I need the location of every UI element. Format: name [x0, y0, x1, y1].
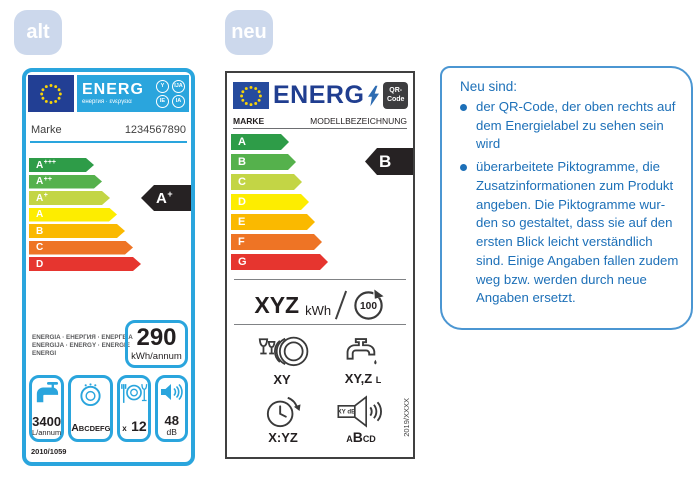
slash-divider — [335, 290, 347, 320]
divider — [30, 141, 187, 143]
lang-circle: IA — [172, 94, 185, 108]
qr-code-box: QR- Code — [383, 82, 408, 109]
annual-consumption-box: 290 kWh/annum — [125, 320, 188, 368]
water-label: XY,Z L — [344, 371, 382, 386]
energ-band: ENERG енергия · ενεργεια Y IJA IE IA — [77, 75, 189, 112]
capacity-label: XY — [273, 372, 291, 387]
energy-consumption-row: XYZ kWh 100 — [227, 287, 413, 323]
energy-class-bar: F — [231, 234, 322, 250]
place-setting-icon — [121, 384, 148, 403]
eu-flag — [233, 82, 269, 109]
old-label-badge: alt — [14, 10, 62, 55]
speaker-db-icon: XY dB — [337, 395, 382, 428]
regulation-number: 2019/XXXX — [402, 398, 411, 437]
bullet-dot — [460, 104, 467, 111]
bullet-text: der QR-Code, der oben rechts auf dem Ene… — [476, 99, 676, 152]
energy-class-bar: A +++ — [29, 158, 94, 172]
old-label-header: ENERG енергия · ενεργεια Y IJA IE IA — [28, 75, 189, 112]
brand-name: MARKE — [233, 116, 265, 126]
capacity-pictogram: XY — [247, 335, 317, 387]
energy-class-bar: C — [29, 241, 133, 255]
brand-row: Marke 1234567890 — [31, 124, 186, 136]
drying-class-box: ABCDEFG — [68, 375, 114, 442]
lang-circle: IJA — [172, 79, 185, 93]
capacity-box: x 12 — [117, 375, 152, 442]
annual-consumption-value: 290 — [136, 324, 177, 351]
language-circles: Y IJA IE IA — [156, 79, 186, 108]
regulation-number: 2010/1059 — [31, 447, 67, 456]
bullet-text: überarbeitete Piktogramme, die Zusatzinf… — [476, 159, 679, 306]
tap-icon — [346, 338, 377, 365]
lightning-icon — [368, 85, 380, 106]
annual-consumption-unit: kWh/annum — [131, 351, 182, 362]
energy-class-scale: A B C D E F G — [231, 134, 328, 274]
energy-class-bar: D — [231, 194, 309, 210]
energy-class-bar: C — [231, 174, 302, 190]
eu-stars-icon — [240, 85, 262, 106]
energy-class-bar: D — [29, 257, 141, 271]
energy-unit: kWh — [305, 303, 332, 318]
tap-icon — [36, 382, 58, 403]
energy-class-bar: A — [231, 134, 289, 150]
model-number: 1234567890 — [124, 124, 186, 136]
per-100-cycles-icon: 100 — [353, 288, 384, 320]
rating-arrow: A + — [141, 185, 191, 211]
energy-class-bar: E — [231, 214, 315, 230]
divider — [233, 128, 407, 129]
energ-wordmark: ENERG — [82, 81, 144, 98]
info-box: Neu sind: der QR-Code, der oben rechts a… — [440, 66, 693, 330]
svg-text:XY dB: XY dB — [338, 409, 357, 416]
energy-class-bar: G — [231, 254, 328, 270]
energy-class-bar: A — [29, 208, 117, 222]
energy-class-bar: A + — [29, 191, 110, 205]
eu-flag — [28, 75, 74, 112]
energy-class-bar: B — [29, 224, 125, 238]
new-energy-label: ENERG QR- Code MARKE MODELLBEZEICHNUNG A… — [225, 71, 415, 459]
energ-wordmark: ENERG — [273, 81, 365, 109]
old-energy-label: ENERG енергия · ενεργεια Y IJA IE IA Mar… — [22, 68, 195, 466]
lang-circle: Y — [156, 79, 169, 93]
bullet-dot — [460, 164, 467, 172]
info-bullet-list: der QR-Code, der oben rechts auf dem Ene… — [460, 98, 679, 308]
noise-class-label: ABCD — [346, 429, 376, 445]
info-bullet: überarbeitete Piktogramme, die Zusatzinf… — [460, 158, 679, 308]
water-consumption-box: 3400 L/annum — [29, 375, 65, 442]
noise-pictogram: XY dB ABCD — [327, 395, 395, 445]
svg-text:100: 100 — [360, 300, 377, 311]
brand-name: Marke — [31, 124, 62, 136]
new-label-badge: neu — [225, 10, 273, 55]
info-bullet: der QR-Code, der oben rechts auf dem Ene… — [460, 98, 679, 154]
speaker-icon — [160, 383, 183, 401]
energy-value: XYZ — [254, 291, 300, 318]
new-label-header: ENERG QR- Code — [233, 80, 408, 111]
energy-class-bar: A ++ — [29, 175, 102, 189]
clock-icon — [266, 396, 301, 428]
rating-arrow: B — [365, 148, 413, 175]
eu-stars-icon — [40, 83, 62, 104]
energy-multilingual-text: ENERGIA · ЕНЕРГИЯ · ΕΝΕΡΓΕΙΑ ENERGIJA · … — [32, 334, 133, 358]
dishes-icon — [258, 336, 309, 367]
lang-circle: IE — [156, 94, 169, 108]
noise-box: 48 dB — [155, 375, 188, 442]
divider — [234, 324, 406, 325]
pictogram-row: 3400 L/annum ABCDEFG — [29, 375, 188, 442]
energy-class-scale: A +++ A ++ A + A B C D — [29, 158, 141, 274]
brand-row: MARKE MODELLBEZEICHNUNG — [233, 116, 407, 126]
water-pictogram: XY,Z L — [332, 337, 394, 386]
duration-label: X:YZ — [268, 430, 298, 445]
energ-subtitle: енергия · ενεργεια — [82, 99, 132, 105]
energy-class-bar: B — [231, 154, 296, 170]
drying-icon — [80, 383, 101, 407]
model-name: MODELLBEZEICHNUNG — [310, 116, 407, 126]
divider — [234, 279, 406, 280]
info-title: Neu sind: — [460, 79, 518, 94]
duration-pictogram: X:YZ — [257, 393, 309, 445]
